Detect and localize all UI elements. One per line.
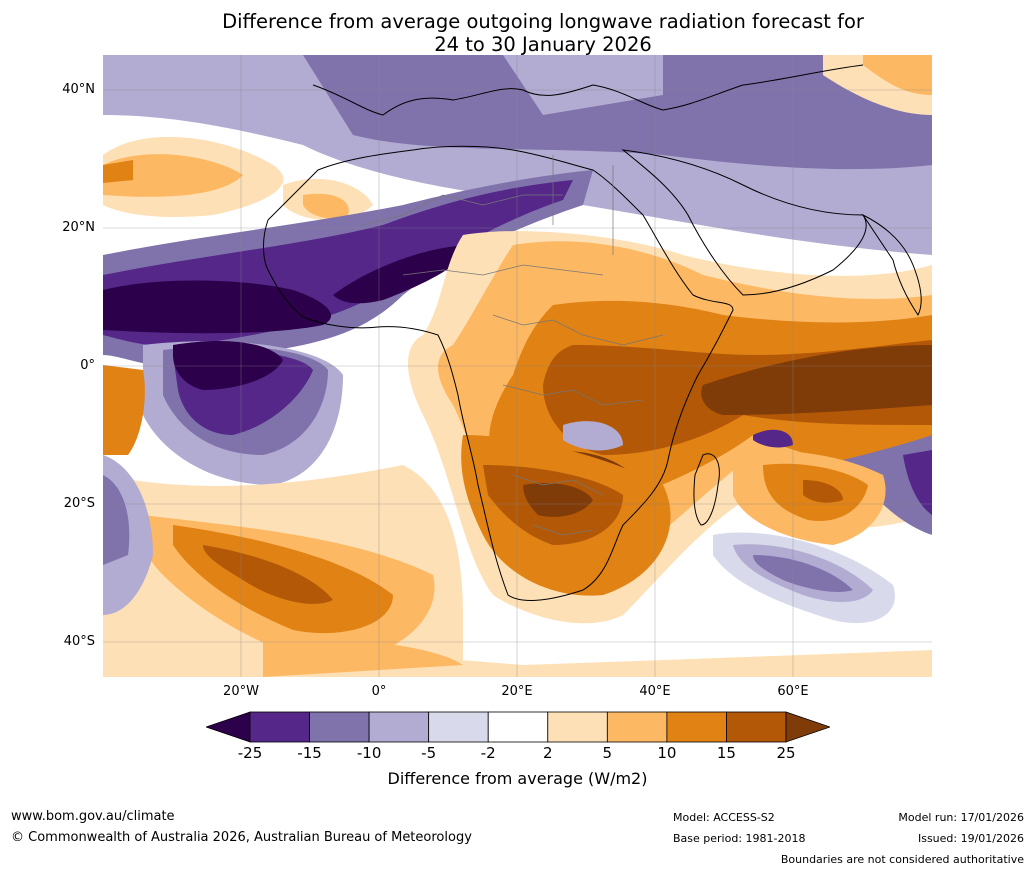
colorbar-segment — [547, 711, 608, 743]
lon-label-20e: 20°E — [501, 684, 533, 699]
colorbar-tick-label: -15 — [297, 744, 322, 762]
lat-label-20s: 20°S — [63, 496, 95, 511]
colorbar-tick-label: 25 — [776, 744, 796, 762]
olr-anomaly-map[interactable] — [103, 55, 932, 677]
colorbar-tick-label: 10 — [657, 744, 677, 762]
colorbar-segment — [726, 711, 787, 743]
colorbar-tick-label: 2 — [542, 744, 553, 762]
lon-label-60e: 60°E — [777, 684, 809, 699]
colorbar-tick-label: -5 — [421, 744, 437, 762]
colorbar-segment — [309, 711, 370, 743]
lat-label-20n: 20°N — [62, 220, 95, 235]
colorbar-segment — [368, 711, 430, 743]
colorbar-segment — [428, 711, 489, 743]
colorbar-label: Difference from average (W/m2) — [387, 769, 648, 788]
footer-issued: Issued: 19/01/2026 — [917, 832, 1024, 845]
lat-label-equator: 0° — [80, 358, 95, 373]
footer-copyright: © Commonwealth of Australia 2026, Austra… — [11, 830, 472, 845]
colorbar-segment — [606, 711, 668, 743]
lon-label-0: 0° — [371, 684, 387, 699]
colorbar-segment — [666, 711, 727, 743]
colorbar-tick-label: 5 — [602, 744, 613, 762]
chart-title-line2: 24 to 30 January 2026 — [434, 33, 652, 56]
colorbar-segment — [249, 711, 310, 743]
colorbar-extend-high — [785, 711, 832, 743]
colorbar-extend-low — [204, 711, 251, 743]
chart-title-line1: Difference from average outgoing longwav… — [222, 10, 864, 33]
colorbar-tick-label: -2 — [480, 744, 496, 762]
footer-model-run: Model run: 17/01/2026 — [898, 811, 1024, 824]
footer-website[interactable]: www.bom.gov.au/climate — [11, 809, 175, 824]
lat-label-40n: 40°N — [62, 82, 95, 97]
chart-title: Difference from average outgoing longwav… — [0, 10, 1035, 56]
footer-disclaimer: Boundaries are not considered authoritat… — [780, 853, 1024, 866]
colorbar-tick-label: -10 — [356, 744, 382, 762]
colorbar-tick-label: -25 — [237, 744, 263, 762]
lon-label-40e: 40°E — [639, 684, 671, 699]
colorbar — [204, 711, 832, 747]
lat-label-40s: 40°S — [63, 634, 95, 649]
colorbar-segment — [487, 711, 549, 743]
colorbar-tick-label: 15 — [716, 744, 736, 762]
lon-label-20w: 20°W — [223, 684, 259, 699]
footer-base-period: Base period: 1981-2018 — [673, 832, 806, 845]
footer-model: Model: ACCESS-S2 — [673, 811, 775, 824]
